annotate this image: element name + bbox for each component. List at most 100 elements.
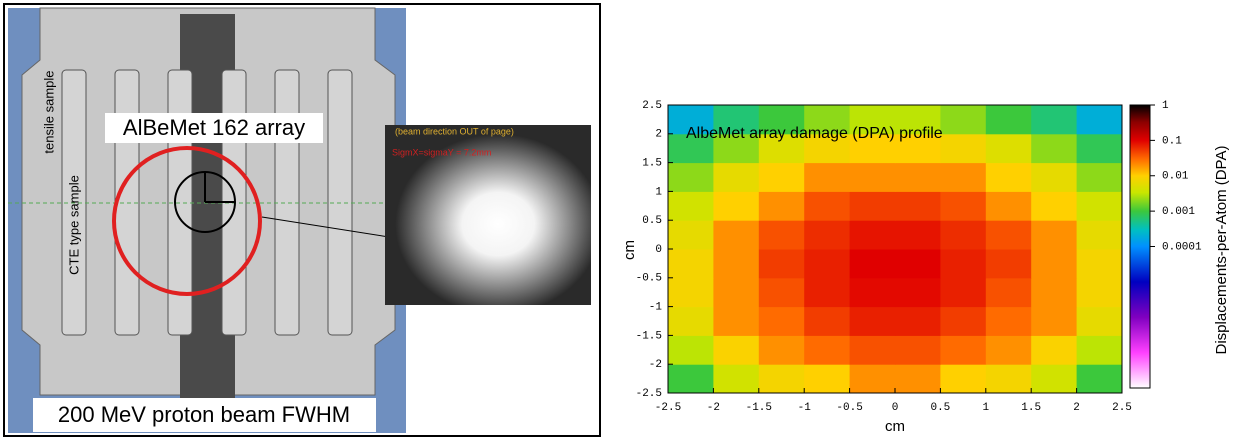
heat-cell bbox=[1076, 335, 1123, 365]
colorbar-tick-label: 0.01 bbox=[1162, 171, 1189, 183]
heat-cell bbox=[1031, 335, 1078, 365]
chart-title: AlbeMet array damage (DPA) profile bbox=[686, 125, 943, 142]
y-tick-label: 0.5 bbox=[642, 215, 662, 227]
x-tick-label: -1.5 bbox=[746, 402, 772, 414]
colorbar-tick-label: 0.1 bbox=[1162, 135, 1182, 147]
heat-cell bbox=[895, 335, 941, 365]
heat-cell bbox=[849, 162, 896, 192]
heat-cell bbox=[713, 162, 760, 192]
heat-cell bbox=[1076, 277, 1123, 308]
y-tick-label: 1 bbox=[655, 186, 662, 198]
y-tick-label: 0 bbox=[655, 244, 662, 256]
heat-cell bbox=[940, 220, 987, 250]
x-axis-label: cm bbox=[885, 418, 905, 435]
heat-cell bbox=[1076, 105, 1123, 135]
heat-cell bbox=[895, 249, 941, 279]
diagram: tensile sample CTE type sample AlBeMet 1… bbox=[3, 3, 601, 437]
x-tick-label: 2 bbox=[1073, 402, 1080, 414]
heat-cell bbox=[985, 364, 1032, 394]
heat-cell bbox=[1031, 162, 1078, 192]
label: (beam direction OUT of page) bbox=[395, 126, 514, 136]
heat-cell bbox=[713, 249, 760, 279]
heat-cell bbox=[940, 162, 987, 192]
x-tick-label: 2.5 bbox=[1112, 402, 1132, 414]
heat-cell bbox=[895, 364, 941, 394]
heatmap-chart: -2.5 -2 -1.5 -1 -0.5 0 0.5 1 1.5 2 2.5 -2.5 -2 -1.5 -1… bbox=[621, 100, 1230, 435]
label-box bbox=[105, 113, 323, 143]
heat-cell bbox=[668, 364, 714, 394]
heat-cell bbox=[804, 277, 851, 308]
heat-cell bbox=[940, 306, 987, 336]
heat-cell bbox=[758, 162, 805, 192]
heat-cell bbox=[804, 220, 851, 250]
label: tensile sample bbox=[41, 70, 56, 153]
x-tick-label: 1.5 bbox=[1021, 402, 1041, 414]
y-tick-label: -1 bbox=[649, 302, 663, 314]
heat-cell bbox=[849, 220, 896, 250]
heat-cell bbox=[713, 335, 760, 365]
heat-cell bbox=[895, 277, 941, 308]
heat-cell bbox=[1031, 249, 1078, 279]
heat-cell bbox=[758, 306, 805, 336]
y-tick-label: -2 bbox=[649, 359, 662, 371]
heat-cell bbox=[849, 191, 896, 221]
x-tick-label: 0.5 bbox=[930, 402, 950, 414]
heat-cell bbox=[668, 162, 714, 192]
x-tick-label: -1 bbox=[798, 402, 812, 414]
x-tick-label: 0 bbox=[892, 402, 899, 414]
y-axis-label: cm bbox=[621, 240, 638, 260]
heat-cell bbox=[985, 306, 1032, 336]
heat-cell bbox=[940, 105, 987, 135]
heat-cell bbox=[758, 191, 805, 221]
colorbar-tick-label: 0.001 bbox=[1162, 206, 1195, 218]
colorbar-label: Displacements-per-Atom (DPA) bbox=[1213, 146, 1230, 355]
heat-cell bbox=[940, 191, 987, 221]
label: CTE type sample bbox=[66, 175, 81, 275]
heat-cell bbox=[713, 191, 760, 221]
heat-cell bbox=[758, 277, 805, 308]
heat-cell bbox=[1076, 133, 1123, 164]
heat-cell bbox=[804, 105, 851, 135]
y-tick-label: -2.5 bbox=[636, 388, 662, 400]
heat-cell bbox=[668, 306, 714, 336]
heat-cell bbox=[1076, 364, 1123, 394]
heat-cell bbox=[895, 133, 941, 164]
heat-cell bbox=[804, 133, 851, 164]
heat-cell bbox=[1031, 133, 1078, 164]
heat-cell bbox=[758, 335, 805, 365]
heat-cell bbox=[758, 364, 805, 394]
heat-cell bbox=[985, 277, 1032, 308]
heat-cell bbox=[940, 277, 987, 308]
heat-cell bbox=[758, 220, 805, 250]
heat-cell bbox=[985, 191, 1032, 221]
heat-cell bbox=[895, 220, 941, 250]
y-tick-label: 2.5 bbox=[642, 100, 662, 112]
heat-cell bbox=[758, 105, 805, 135]
heat-cell bbox=[849, 249, 896, 279]
colorbar-tick-label: 0.0001 bbox=[1162, 241, 1202, 253]
heat-cell bbox=[713, 277, 760, 308]
label: AlBeMet 162 array bbox=[123, 115, 305, 140]
heat-cell bbox=[895, 162, 941, 192]
heat-cell bbox=[1076, 220, 1123, 250]
heat-cell bbox=[713, 364, 760, 394]
y-tick-label: 2 bbox=[655, 129, 662, 141]
heat-cell bbox=[668, 133, 714, 164]
heat-cell bbox=[1076, 162, 1123, 192]
x-tick-label: -0.5 bbox=[836, 402, 862, 414]
heat-cell bbox=[804, 191, 851, 221]
heat-cell bbox=[1076, 306, 1123, 336]
heat-cell bbox=[668, 335, 714, 365]
heat-cell bbox=[1031, 277, 1078, 308]
heat-cell bbox=[985, 105, 1032, 135]
heat-cell bbox=[985, 249, 1032, 279]
heat-cell bbox=[668, 191, 714, 221]
heat-cell bbox=[849, 364, 896, 394]
heat-cell bbox=[1031, 191, 1078, 221]
heat-cell bbox=[895, 191, 941, 221]
heat-cell bbox=[985, 335, 1032, 365]
heat-cell bbox=[668, 277, 714, 308]
heat-cell bbox=[713, 105, 760, 135]
heat-cell bbox=[985, 162, 1032, 192]
